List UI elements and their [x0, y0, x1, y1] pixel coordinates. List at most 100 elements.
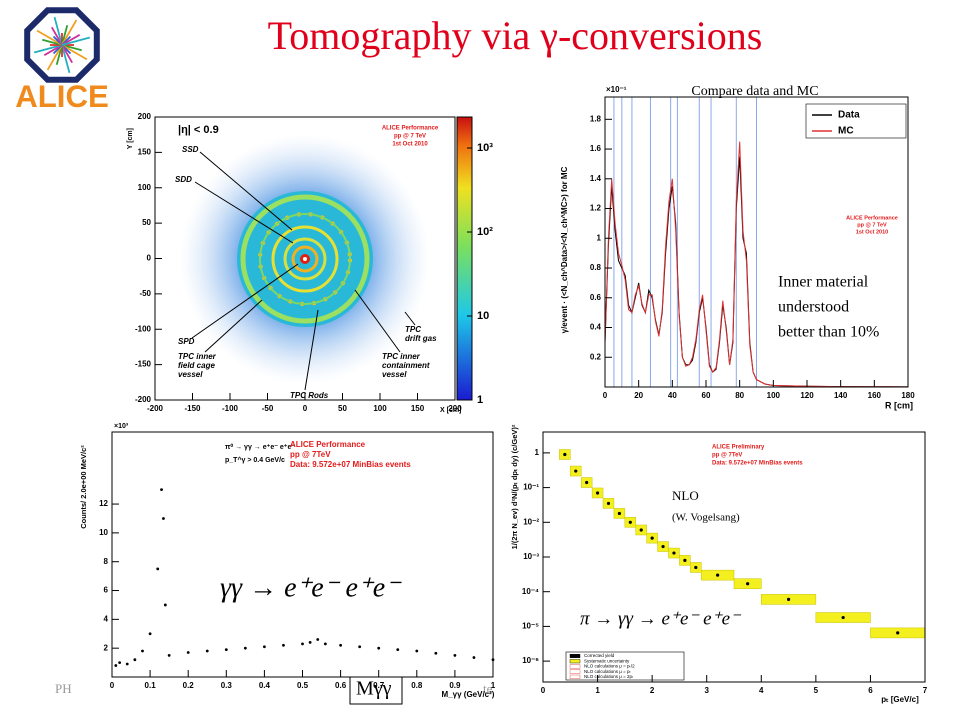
data-point [746, 582, 750, 586]
x-tick-label: 1 [491, 681, 496, 690]
detector-rings [180, 134, 430, 384]
label: |η| < 0.9 [178, 124, 219, 136]
x-tick-label: 0.8 [411, 681, 423, 690]
label: field cage [178, 361, 215, 370]
data-point [156, 567, 160, 571]
x-tick-label: 3 [704, 686, 709, 695]
legend-swatch [569, 669, 581, 674]
data-point [243, 646, 247, 650]
x-tick-label: 0.2 [183, 681, 195, 690]
label: TPC Rods [290, 391, 329, 400]
label: NLO calculations μ = 2pₜ [584, 674, 634, 679]
logo-ray [53, 16, 63, 46]
data-point [396, 648, 400, 652]
label: M_γγ (GeV/c²) [442, 690, 495, 699]
legend-swatch [569, 674, 581, 679]
footer-right: te [483, 681, 493, 696]
data-point [661, 544, 665, 549]
data-point [786, 597, 791, 602]
y-tick-label: 10⁻² [523, 517, 539, 526]
y-tick-label: 10 [99, 528, 108, 537]
data-point [694, 565, 698, 570]
data-point [415, 649, 419, 653]
label: Corrected yield [584, 653, 615, 658]
data-point [205, 649, 209, 653]
x-tick-label: 100 [767, 391, 781, 400]
y-tick-label: 0.4 [590, 323, 602, 332]
data-point [148, 632, 152, 636]
label: Inner material [778, 274, 869, 291]
data-point [650, 536, 654, 540]
x-tick-label: 6 [868, 686, 873, 695]
data-point [453, 653, 457, 657]
data-point [377, 646, 381, 650]
mass-box [349, 675, 403, 705]
logo-ray [61, 36, 91, 46]
label: ALICE Performance [846, 215, 898, 221]
data-point [167, 653, 171, 657]
data-point [323, 642, 327, 646]
y-tick-label: 1 [535, 448, 540, 457]
label: Data: 9.572e+07 MinBias events [290, 460, 411, 469]
y-tick-label: -200 [135, 395, 152, 404]
colorbar-label: 10² [477, 226, 493, 238]
y-tick-label: 1.6 [590, 144, 602, 153]
x-tick-label: 0 [541, 686, 546, 695]
label: ALICE Performance [382, 126, 439, 132]
y-tick-label: 12 [99, 499, 108, 508]
data-point [160, 488, 163, 492]
data-point [186, 651, 190, 654]
y-tick-label: 0.8 [590, 263, 602, 272]
y-tick-label: 0.2 [590, 352, 602, 361]
label: SDD [175, 175, 192, 184]
y-tick-label: 0.6 [590, 293, 602, 302]
x-tick-label: 0 [603, 391, 608, 400]
label: p_T^γ > 0.4 GeV/c [225, 456, 285, 464]
label: Mγγ [356, 678, 392, 700]
data-point [574, 469, 578, 473]
label: 1/(2π N_ev) d²N/(pₜ dpₜ dy) (c/GeV)² [510, 424, 519, 549]
data-point [639, 528, 643, 532]
label: NLO calculations μ = pₜ/2 [584, 664, 635, 669]
y-tick-label: 200 [138, 112, 152, 121]
y-tick-label: 100 [138, 183, 152, 192]
label: TPC inner [382, 352, 421, 361]
x-tick-label: 2 [650, 686, 655, 695]
data-point [472, 656, 476, 659]
label: SSD [182, 145, 199, 154]
data-point [316, 638, 320, 641]
x-tick-label: 200 [448, 404, 462, 413]
label: TPC [405, 325, 421, 334]
label: MC [838, 126, 854, 137]
data-point [263, 645, 266, 649]
label: ×10⁻¹ [606, 85, 627, 94]
data-point [896, 631, 900, 635]
data-point [163, 603, 167, 607]
x-tick-label: 20 [634, 391, 643, 400]
label: NLO calculations μ = pₜ [584, 669, 631, 674]
label: R [cm] [885, 400, 913, 410]
label: Y [cm] [127, 128, 134, 149]
label: π → γγ → e⁺e⁻ e⁺e⁻ [580, 608, 742, 629]
data-point [118, 661, 122, 664]
label: pp @ 7 TeV [394, 134, 426, 140]
label: TPC inner [178, 352, 217, 361]
logo-text: ALICE [15, 79, 109, 114]
data-point [434, 651, 438, 655]
label: γγ → e⁺e⁻ e⁺e⁻ [220, 572, 402, 603]
y-tick-label: 1.2 [590, 204, 602, 213]
label: pp @ 7TeV [290, 450, 331, 459]
label: containment [382, 361, 430, 370]
data-point [716, 573, 720, 577]
x-tick-label: 120 [800, 391, 814, 400]
x-tick-label: 180 [901, 391, 915, 400]
colorbar-label: 10 [477, 310, 489, 322]
x-tick-label: 0.6 [335, 681, 347, 690]
logo-ray [61, 19, 78, 46]
plot-frame [604, 96, 909, 388]
label: ALICE Performance [290, 440, 366, 449]
y-tick-label: 10⁻⁵ [522, 622, 539, 631]
x-tick-label: 0 [110, 681, 115, 690]
x-tick-label: 0.5 [297, 681, 309, 690]
